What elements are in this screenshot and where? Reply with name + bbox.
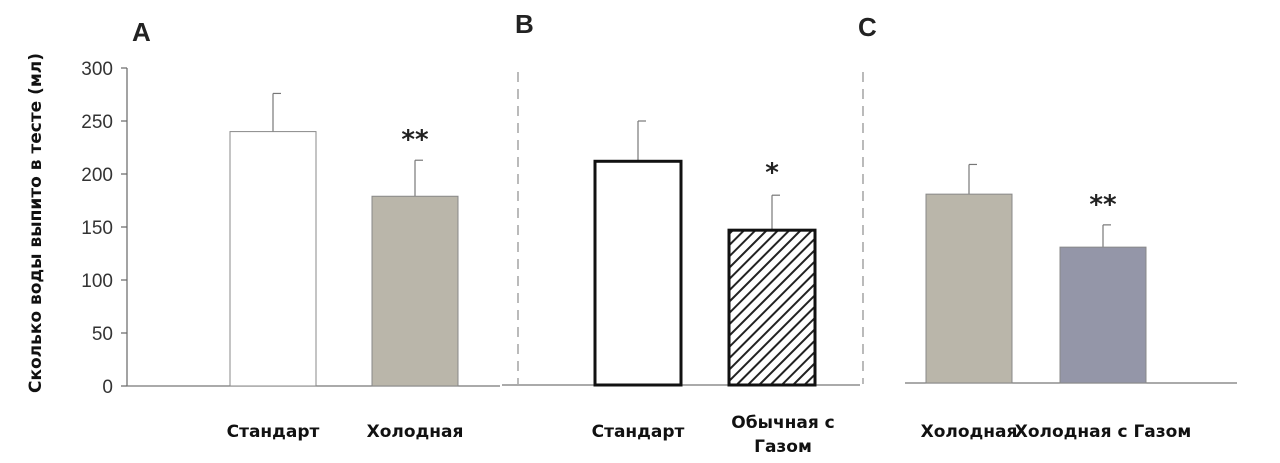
- panel-letter: A: [132, 17, 151, 47]
- bar: [371, 195, 459, 387]
- bar: [727, 228, 817, 387]
- category-label: Стандарт: [592, 422, 685, 442]
- category-label: Холодная с Газом: [1015, 422, 1191, 442]
- panel-letter: B: [515, 9, 534, 39]
- y-tick-label: 200: [81, 165, 113, 186]
- category-label: Газом: [754, 437, 812, 457]
- y-tick-label: 50: [92, 324, 113, 345]
- significance-marker: **: [1089, 190, 1117, 220]
- panel-letter: C: [858, 12, 877, 42]
- category-label: Холодная: [367, 422, 464, 442]
- significance-marker: *: [765, 158, 779, 188]
- y-tick-label: 0: [102, 377, 113, 398]
- bar: [1059, 246, 1147, 384]
- y-tick-label: 250: [81, 112, 113, 133]
- bar: [229, 131, 317, 387]
- y-axis-title: Сколько воды выпито в тесте (мл): [26, 53, 46, 393]
- bar: [925, 193, 1013, 384]
- y-tick-label: 100: [81, 271, 113, 292]
- category-label: Холодная: [921, 422, 1018, 442]
- category-label: Стандарт: [227, 422, 320, 442]
- significance-marker: **: [401, 125, 429, 155]
- y-tick-label: 150: [81, 218, 113, 239]
- y-tick-label: 300: [81, 59, 113, 80]
- category-label: Обычная с: [731, 413, 835, 433]
- bar: [593, 159, 683, 387]
